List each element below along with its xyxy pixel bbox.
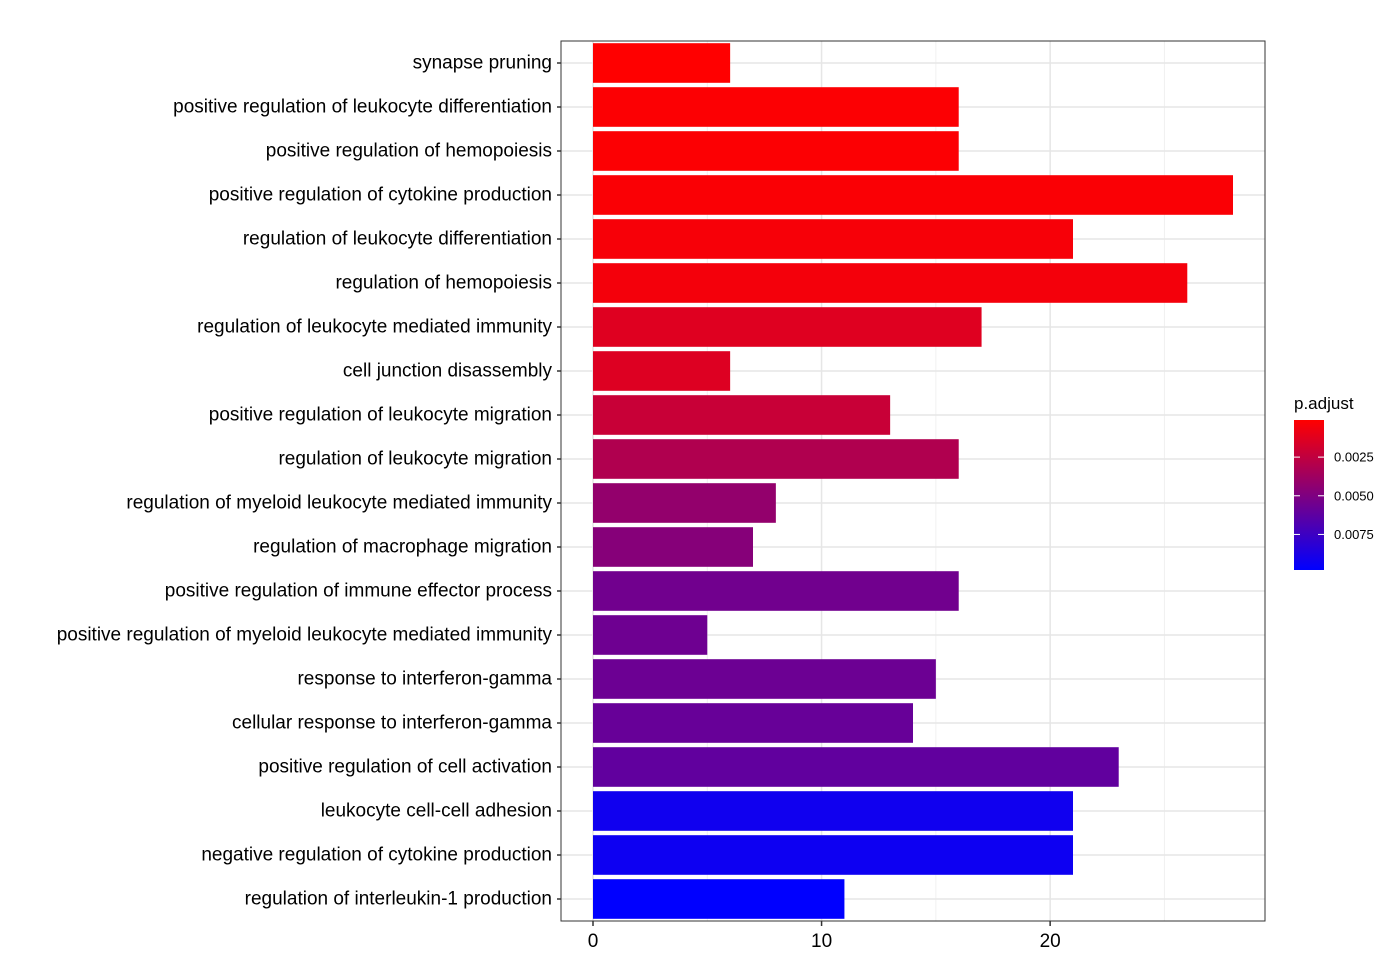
y-tick-label: response to interferon-gamma xyxy=(297,669,552,690)
bars xyxy=(593,43,1233,919)
bar xyxy=(593,615,708,655)
y-tick-label: regulation of myeloid leukocyte mediated… xyxy=(126,493,552,514)
y-tick-label: synapse pruning xyxy=(413,53,552,74)
bar xyxy=(593,571,959,611)
bar xyxy=(593,131,959,171)
y-tick-label: negative regulation of cytokine producti… xyxy=(201,845,552,866)
legend-colorbar xyxy=(1294,420,1324,570)
x-axis: 0 10 20 xyxy=(588,921,1061,952)
bar xyxy=(593,263,1188,303)
y-tick-label: regulation of interleukin-1 production xyxy=(245,889,552,910)
y-tick-label: positive regulation of cytokine producti… xyxy=(209,185,552,206)
y-tick-label: positive regulation of cell activation xyxy=(258,757,552,778)
bar xyxy=(593,659,936,699)
y-tick-label: positive regulation of leukocyte differe… xyxy=(173,97,552,118)
plot-panel-background xyxy=(561,41,1265,921)
y-tick-label: positive regulation of hemopoiesis xyxy=(266,141,552,162)
y-tick-label: regulation of leukocyte migration xyxy=(278,449,552,470)
bar xyxy=(593,703,913,743)
y-tick-label: regulation of macrophage migration xyxy=(253,537,552,558)
bar xyxy=(593,175,1233,215)
bar xyxy=(593,395,891,435)
bar xyxy=(593,747,1119,787)
legend-tick-label: 0.0075 xyxy=(1334,527,1374,542)
bar xyxy=(593,43,731,83)
legend-tick-label: 0.0025 xyxy=(1334,450,1374,465)
bar xyxy=(593,835,1073,875)
bar xyxy=(593,483,776,523)
bar xyxy=(593,307,982,347)
bar xyxy=(593,879,845,919)
bar xyxy=(593,439,959,479)
y-tick-label: regulation of leukocyte differentiation xyxy=(243,229,552,250)
y-tick-label: positive regulation of immune effector p… xyxy=(165,581,552,602)
y-tick-label: positive regulation of leukocyte migrati… xyxy=(209,405,552,426)
y-tick-label: cellular response to interferon-gamma xyxy=(232,713,552,734)
bar xyxy=(593,351,731,391)
grid-lines xyxy=(561,41,1265,921)
legend-title: p.adjust xyxy=(1294,394,1354,413)
x-tick-label: 10 xyxy=(811,931,832,952)
y-tick-label: cell junction disassembly xyxy=(343,361,553,382)
y-tick-label: positive regulation of myeloid leukocyte… xyxy=(57,625,553,646)
bar xyxy=(593,527,753,567)
bar xyxy=(593,87,959,127)
plot-panel-border xyxy=(560,40,1266,922)
y-tick-label: regulation of hemopoiesis xyxy=(335,273,552,294)
color-legend: p.adjust 0.0025 0.0050 0.0075 xyxy=(1294,394,1374,570)
y-tick-label: leukocyte cell-cell adhesion xyxy=(321,801,552,822)
y-axis: synapse pruning positive regulation of le… xyxy=(57,53,561,910)
bar xyxy=(593,791,1073,831)
y-tick-label: regulation of leukocyte mediated immunit… xyxy=(197,317,552,338)
bar xyxy=(593,219,1073,259)
x-tick-label: 0 xyxy=(588,931,599,952)
x-tick-label: 20 xyxy=(1040,931,1061,952)
legend-tick-label: 0.0050 xyxy=(1334,488,1374,503)
